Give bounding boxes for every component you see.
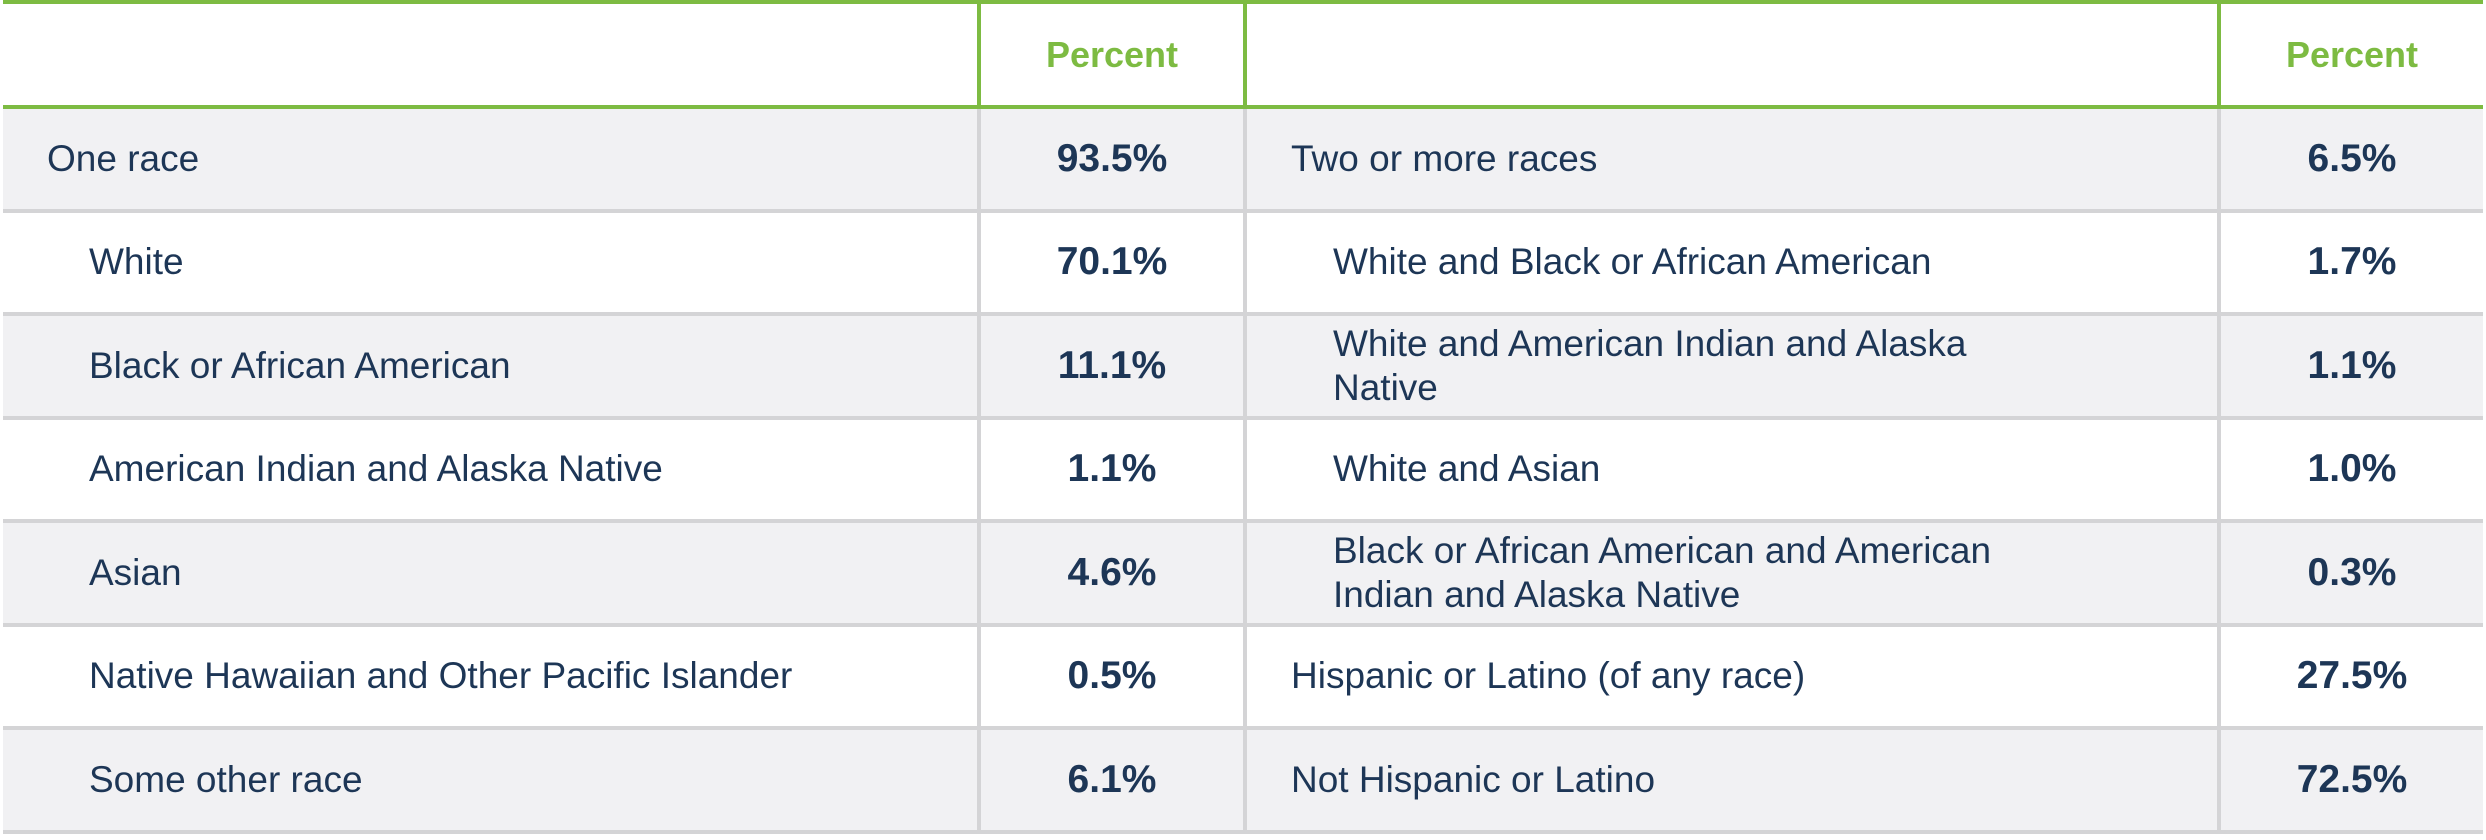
header-blank-left bbox=[3, 0, 979, 109]
table-row: Black or African American 11.1% White and … bbox=[3, 314, 2483, 420]
right-percent-value: 0.3% bbox=[2217, 521, 2483, 627]
right-percent-value: 27.5% bbox=[2217, 624, 2483, 730]
left-percent-value: 11.1% bbox=[977, 314, 1245, 420]
header-blank-right bbox=[1243, 0, 2219, 109]
left-category-label: One race bbox=[3, 107, 979, 213]
left-category-label: Some other race bbox=[3, 728, 979, 834]
right-percent-value: 72.5% bbox=[2217, 728, 2483, 834]
left-percent-value: 0.5% bbox=[977, 624, 1245, 730]
table-body: One race 93.5% Two or more races 6.5% White 7… bbox=[3, 107, 2483, 834]
left-category-label: Black or African American bbox=[3, 314, 979, 420]
table-row: One race 93.5% Two or more races 6.5% bbox=[3, 107, 2483, 213]
table-row: Native Hawaiian and Other Pacific Island… bbox=[3, 624, 2483, 730]
table-row: American Indian and Alaska Native 1.1% Whi… bbox=[3, 417, 2483, 523]
left-percent-value: 6.1% bbox=[977, 728, 1245, 834]
table-row: Some other race 6.1% Not Hispanic or Latin… bbox=[3, 728, 2483, 834]
left-percent-value: 4.6% bbox=[977, 521, 1245, 627]
table-row: White 70.1% White and Black or African Ame… bbox=[3, 210, 2483, 316]
right-percent-value: 1.7% bbox=[2217, 210, 2483, 316]
left-percent-value: 70.1% bbox=[977, 210, 1245, 316]
left-percent-value: 93.5% bbox=[977, 107, 1245, 213]
right-category-label: Hispanic or Latino (of any race) bbox=[1243, 624, 2219, 730]
left-percent-value: 1.1% bbox=[977, 417, 1245, 523]
table-row: Asian 4.6% Black or African American and A… bbox=[3, 521, 2483, 627]
left-category-label: Asian bbox=[3, 521, 979, 627]
right-percent-value: 1.0% bbox=[2217, 417, 2483, 523]
header-percent-left: Percent bbox=[977, 0, 1245, 109]
right-category-label: White and Asian bbox=[1243, 417, 2219, 523]
right-percent-value: 6.5% bbox=[2217, 107, 2483, 213]
right-category-label: White and Black or African American bbox=[1243, 210, 2219, 316]
right-category-label: Not Hispanic or Latino bbox=[1243, 728, 2219, 834]
left-category-label: Native Hawaiian and Other Pacific Island… bbox=[3, 624, 979, 730]
header-percent-right: Percent bbox=[2217, 0, 2483, 109]
table-header-row: Percent Percent bbox=[3, 0, 2483, 109]
right-category-label: Two or more races bbox=[1243, 107, 2219, 213]
right-category-label: Black or African American and American I… bbox=[1243, 521, 2219, 627]
right-percent-value: 1.1% bbox=[2217, 314, 2483, 420]
right-category-label: White and American Indian and Alaska Nat… bbox=[1243, 314, 2219, 420]
race-ethnicity-table: Percent Percent One race 93.5% Two or more… bbox=[3, 0, 2483, 834]
left-category-label: American Indian and Alaska Native bbox=[3, 417, 979, 523]
left-category-label: White bbox=[3, 210, 979, 316]
